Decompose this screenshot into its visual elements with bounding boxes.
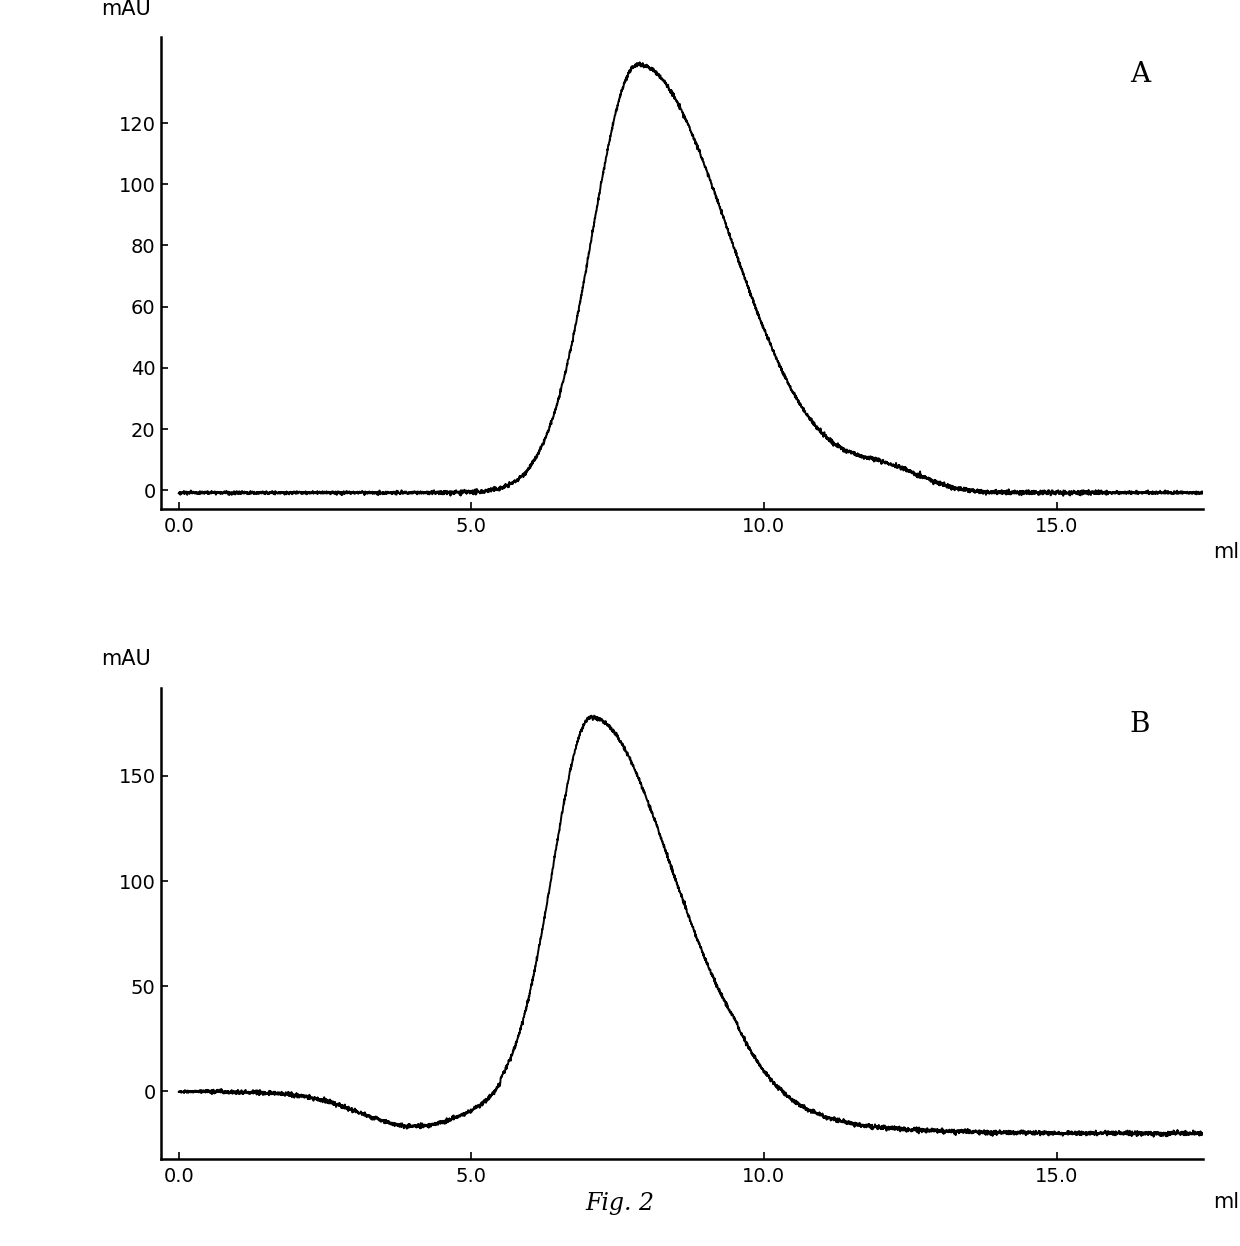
Text: B: B: [1130, 711, 1151, 738]
Text: mAU: mAU: [100, 0, 151, 19]
Text: A: A: [1130, 61, 1149, 88]
Text: Fig. 2: Fig. 2: [585, 1192, 655, 1215]
Text: ml: ml: [1213, 542, 1239, 562]
Text: mAU: mAU: [100, 649, 151, 669]
Text: ml: ml: [1213, 1191, 1239, 1212]
